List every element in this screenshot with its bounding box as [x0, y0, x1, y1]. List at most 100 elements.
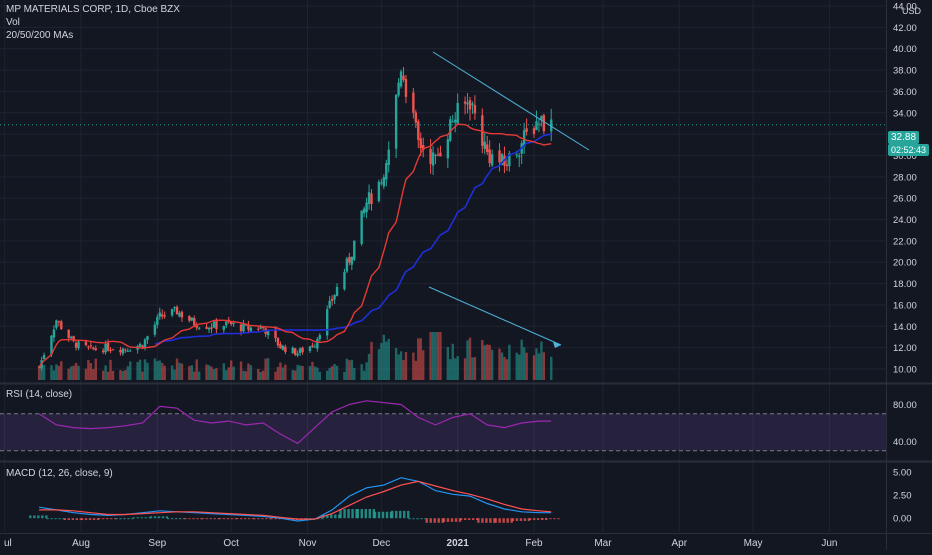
macd-histogram-bar [364, 509, 367, 519]
price-tick-label: 12.00 [893, 343, 917, 354]
candle-body [414, 112, 418, 123]
volume-bar [486, 344, 489, 380]
candle-body [291, 347, 294, 354]
volume-bar [276, 366, 280, 380]
volume-bar [119, 369, 122, 380]
macd-label: MACD (12, 26, close, 9) [6, 468, 113, 479]
volume-trendline-arrow [553, 342, 561, 348]
volume-bar [124, 370, 127, 380]
candle-body [394, 94, 398, 149]
candle-body [284, 346, 287, 352]
volume-bar [370, 341, 373, 380]
macd-histogram-bar [79, 518, 83, 521]
volume-bar [156, 360, 159, 380]
volume-bar [141, 371, 144, 380]
volume-bar [101, 370, 105, 380]
macd-histogram-bar [80, 518, 84, 521]
macd-histogram-bar [459, 518, 463, 521]
macd-histogram-bar [385, 511, 389, 519]
candle-body [343, 272, 346, 290]
macd-histogram-bar [527, 518, 531, 521]
price-tick-label: 44.00 [893, 2, 917, 13]
price-tick-label: 18.00 [893, 279, 917, 290]
volume-bar [106, 371, 110, 380]
macd-histogram-bar [41, 515, 44, 519]
volume-bar [259, 371, 262, 380]
candle-body [190, 317, 193, 321]
macd-tick-label: 2.50 [893, 491, 912, 502]
volume-bar [367, 353, 371, 380]
macd-histogram-bar [541, 518, 544, 520]
volume-bar [175, 358, 179, 380]
macd-histogram-bar [196, 518, 199, 520]
macd-histogram-bar [334, 514, 337, 519]
volume-bar [261, 370, 265, 380]
candle-body [281, 345, 285, 350]
volume-bar [242, 370, 245, 380]
candle-body [266, 329, 270, 336]
price-trendline [432, 51, 590, 151]
macd-histogram-bar [102, 518, 105, 520]
candle-body [500, 154, 504, 166]
volume-bar [498, 348, 501, 380]
volume-bar [291, 369, 294, 380]
candle-body [471, 103, 474, 106]
volume-bar [503, 356, 506, 380]
macd-histogram-bar [523, 518, 527, 521]
macd-histogram-bar [167, 518, 170, 520]
volume-bar [296, 364, 299, 380]
candle-body [138, 343, 142, 347]
macd-histogram-bar [175, 518, 178, 520]
macd-histogram-bar [213, 518, 216, 520]
candle-body [518, 155, 521, 158]
candle-body [109, 349, 112, 351]
candle-body [42, 355, 46, 360]
rsi-band [0, 413, 886, 451]
time-tick-label: Mar [594, 538, 612, 549]
candle-body [249, 327, 253, 332]
candle-body [173, 307, 176, 309]
macd-histogram-bar [377, 511, 381, 519]
volume-bar [466, 340, 469, 380]
volume-bar [158, 360, 161, 380]
volume-bar [210, 366, 213, 380]
volume-bar [193, 371, 196, 380]
macd-histogram-bar [326, 514, 329, 519]
macd-histogram-bar [338, 514, 341, 519]
volume-bar [520, 339, 523, 380]
candle-body [330, 298, 334, 301]
macd-histogram-bar [433, 518, 436, 523]
candle-body [419, 138, 422, 149]
candle-body [69, 336, 73, 339]
candle-body [311, 345, 314, 348]
macd-histogram-bar [54, 518, 57, 520]
time-tick-label: Apr [671, 538, 687, 549]
candle-body [111, 349, 115, 351]
volume-bar [279, 362, 282, 380]
candle-body [345, 258, 349, 272]
macd-histogram-bar [217, 518, 220, 520]
candle-body [170, 308, 174, 316]
macd-histogram-bar [165, 516, 169, 519]
rsi-label: RSI (14, close) [6, 389, 73, 400]
ma-label: 20/50/200 MAs [6, 30, 74, 41]
candle-body [417, 121, 420, 140]
volume-bar [473, 357, 477, 380]
candle-body [175, 306, 179, 315]
volume-bar [399, 351, 403, 380]
volume-bar [350, 359, 354, 380]
candle-body [124, 349, 127, 351]
candle-body [279, 343, 282, 349]
rsi-line [38, 400, 552, 445]
macd-histogram-bar [481, 518, 484, 523]
macd-tick-label: 5.00 [893, 468, 912, 479]
candle-body [488, 149, 491, 164]
macd-histogram-bar [446, 518, 450, 522]
candle-body [422, 144, 425, 150]
macd-histogram-bar [536, 518, 540, 521]
volume-bar [104, 365, 107, 380]
candle-body [377, 181, 381, 202]
volume-bar [72, 365, 75, 380]
